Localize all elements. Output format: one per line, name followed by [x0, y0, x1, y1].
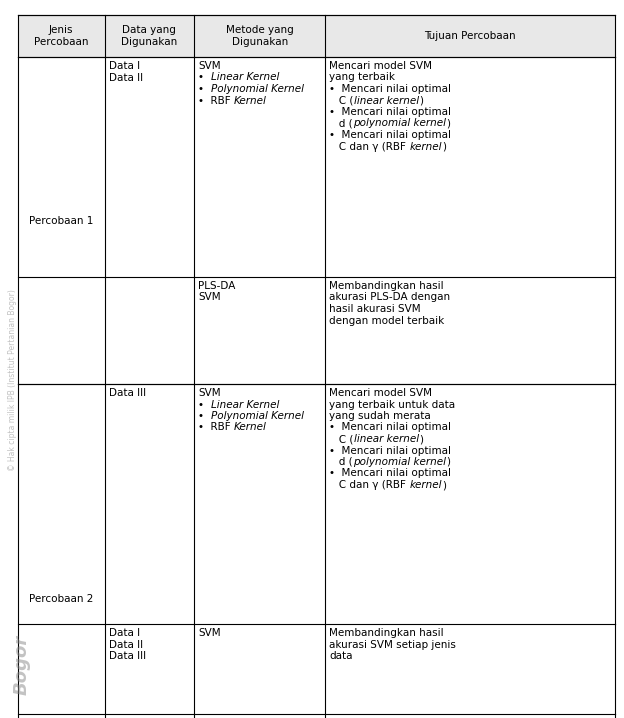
Text: yang sudah merata: yang sudah merata	[329, 411, 431, 421]
Text: ): )	[442, 480, 446, 490]
Text: •: •	[198, 399, 211, 409]
Text: Polynomial Kernel: Polynomial Kernel	[211, 411, 304, 421]
Text: Mencari model SVM: Mencari model SVM	[329, 388, 432, 398]
Text: •: •	[198, 73, 211, 83]
Text: Kernel: Kernel	[234, 422, 267, 432]
Text: •  Mencari nilai optimal: • Mencari nilai optimal	[329, 469, 451, 478]
Text: Data yang
Digunakan: Data yang Digunakan	[121, 25, 177, 47]
Text: SVM: SVM	[198, 628, 221, 638]
Text: Linear Kernel: Linear Kernel	[211, 399, 279, 409]
Text: ): )	[442, 141, 446, 151]
Text: •  RBF: • RBF	[198, 422, 234, 432]
Text: Bogor: Bogor	[13, 635, 31, 695]
Text: •  RBF: • RBF	[198, 95, 234, 106]
Text: linear kernel: linear kernel	[354, 434, 419, 444]
Text: yang terbaik: yang terbaik	[329, 73, 396, 83]
Text: Mencari model SVM: Mencari model SVM	[329, 61, 432, 71]
Text: C (: C (	[329, 434, 354, 444]
Bar	[18, 15, 615, 57]
Text: ): )	[419, 95, 423, 106]
Text: Data I
Data II: Data I Data II	[109, 61, 143, 83]
Text: Membandingkan hasil: Membandingkan hasil	[329, 281, 444, 291]
Text: hasil akurasi SVM: hasil akurasi SVM	[329, 304, 421, 314]
Text: Metode yang
Digunakan: Metode yang Digunakan	[226, 25, 294, 47]
Text: •  Mencari nilai optimal: • Mencari nilai optimal	[329, 130, 451, 140]
Text: d (: d (	[329, 457, 353, 467]
Text: data: data	[329, 651, 353, 661]
Text: polynomial kernel: polynomial kernel	[353, 457, 446, 467]
Text: Percobaan 1: Percobaan 1	[29, 215, 94, 225]
Text: ): )	[419, 434, 423, 444]
Text: Percobaan 2: Percobaan 2	[29, 594, 94, 604]
Text: SVM: SVM	[198, 61, 221, 71]
Text: kernel: kernel	[409, 141, 442, 151]
Text: yang terbaik untuk data: yang terbaik untuk data	[329, 399, 456, 409]
Text: •: •	[198, 84, 211, 94]
Text: Data I
Data II
Data III: Data I Data II Data III	[109, 628, 145, 661]
Text: ): )	[446, 118, 450, 129]
Text: C (: C (	[329, 95, 354, 106]
Text: Jenis
Percobaan: Jenis Percobaan	[34, 25, 89, 47]
Text: •  Mencari nilai optimal: • Mencari nilai optimal	[329, 445, 451, 455]
Text: Tujuan Percobaan: Tujuan Percobaan	[424, 31, 516, 41]
Text: •  Mencari nilai optimal: • Mencari nilai optimal	[329, 422, 451, 432]
Text: Kernel: Kernel	[234, 95, 267, 106]
Text: © Hak cipta milik IPB (Institut Pertanian Bogor): © Hak cipta milik IPB (Institut Pertania…	[9, 289, 17, 471]
Text: Data III: Data III	[109, 388, 145, 398]
Text: polynomial kernel: polynomial kernel	[353, 118, 446, 129]
Text: Polynomial Kernel: Polynomial Kernel	[211, 84, 304, 94]
Text: linear kernel: linear kernel	[354, 95, 419, 106]
Text: •  Mencari nilai optimal: • Mencari nilai optimal	[329, 107, 451, 117]
Text: akurasi PLS-DA dengan: akurasi PLS-DA dengan	[329, 292, 451, 302]
Text: kernel: kernel	[409, 480, 442, 490]
Text: •  Mencari nilai optimal: • Mencari nilai optimal	[329, 84, 451, 94]
Text: d (: d (	[329, 118, 353, 129]
Text: SVM: SVM	[198, 292, 221, 302]
Text: PLS-DA: PLS-DA	[198, 281, 235, 291]
Text: C dan γ (RBF: C dan γ (RBF	[329, 141, 409, 151]
Text: C dan γ (RBF: C dan γ (RBF	[329, 480, 409, 490]
Text: SVM: SVM	[198, 388, 221, 398]
Text: ): )	[446, 457, 450, 467]
Text: Membandingkan hasil: Membandingkan hasil	[329, 628, 444, 638]
Text: Linear Kernel: Linear Kernel	[211, 73, 279, 83]
Text: dengan model terbaik: dengan model terbaik	[329, 315, 445, 325]
Text: •: •	[198, 411, 211, 421]
Text: akurasi SVM setiap jenis: akurasi SVM setiap jenis	[329, 640, 456, 650]
